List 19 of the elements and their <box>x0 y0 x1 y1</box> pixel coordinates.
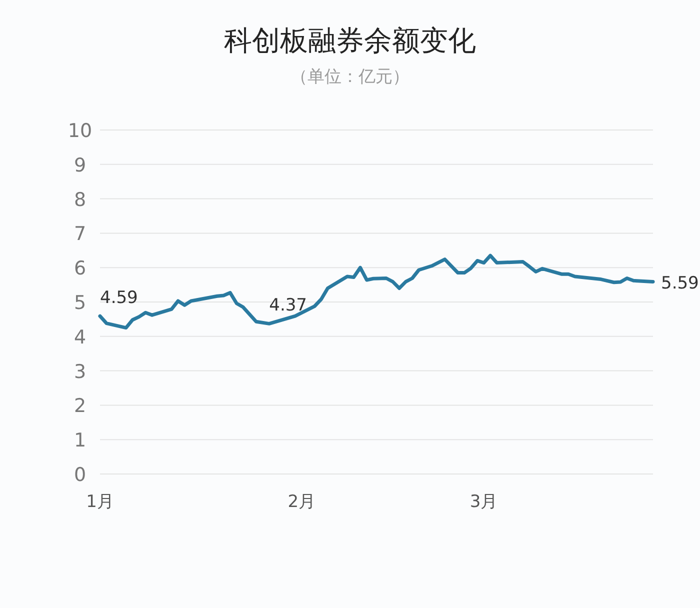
annotation: 4.59 <box>100 288 138 308</box>
annotation: 4.37 <box>269 296 308 316</box>
y-tick-label: 0 <box>74 464 86 486</box>
x-tick-label: 3月 <box>470 492 498 512</box>
x-tick-label: 1月 <box>86 492 114 512</box>
y-tick-label: 6 <box>74 258 86 280</box>
y-tick-label: 5 <box>74 292 86 314</box>
y-tick-label: 1 <box>74 430 86 452</box>
y-tick-label: 4 <box>74 326 86 348</box>
annotation: 5.59 <box>661 274 699 294</box>
chart-subtitle: （单位：亿元） <box>290 67 410 87</box>
y-tick-label: 8 <box>74 188 86 211</box>
y-tick-label: 10 <box>68 120 92 142</box>
x-tick-label: 2月 <box>288 492 316 512</box>
y-tick-label: 2 <box>74 395 86 418</box>
y-tick-label: 7 <box>74 223 86 246</box>
y-tick-label: 9 <box>74 154 86 176</box>
y-tick-label: 3 <box>74 360 86 383</box>
chart-title: 科创板融券余额变化 <box>224 24 476 57</box>
